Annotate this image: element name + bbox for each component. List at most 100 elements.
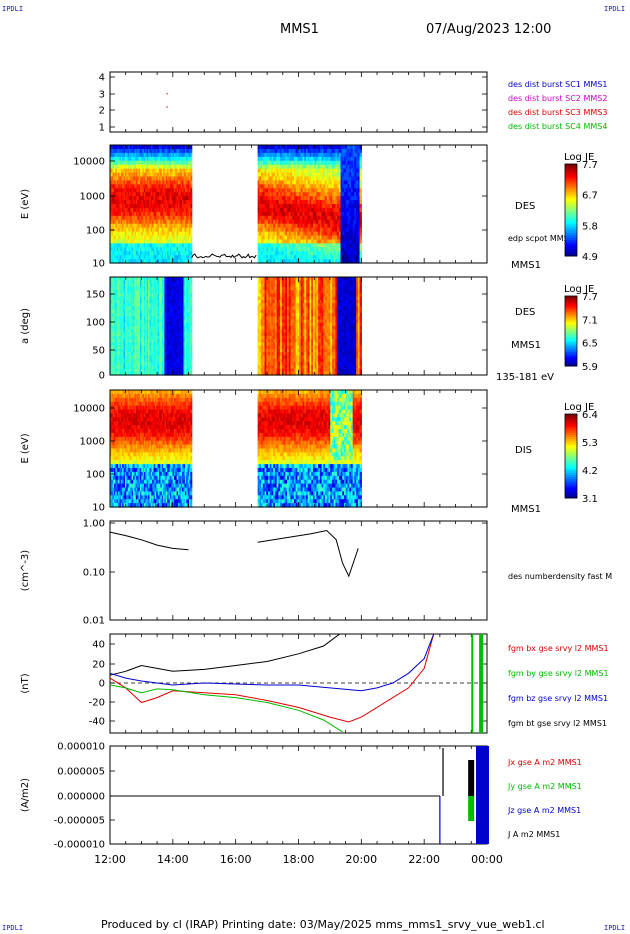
des-energy-cell bbox=[274, 180, 278, 185]
des-pitch-cell bbox=[127, 286, 130, 291]
des-energy-cell bbox=[297, 204, 300, 209]
des-pitch-cell bbox=[153, 361, 156, 366]
des-energy-cell bbox=[340, 211, 343, 217]
des-energy-cell bbox=[318, 188, 321, 193]
des-energy-colorbar-cell bbox=[565, 170, 577, 174]
des-energy-cell bbox=[161, 145, 164, 150]
des-energy-cell bbox=[183, 196, 186, 201]
des-energy-cell bbox=[319, 247, 323, 252]
des-pitch-cell bbox=[116, 371, 119, 376]
des-energy-cell bbox=[349, 223, 352, 229]
des-energy-cell bbox=[280, 239, 283, 244]
des-energy-cell bbox=[114, 176, 117, 181]
des-energy-cell bbox=[331, 184, 335, 189]
des-energy-cell bbox=[160, 145, 163, 150]
des-energy-cell bbox=[160, 239, 163, 244]
des-energy-cell bbox=[304, 152, 307, 158]
des-energy-cell bbox=[144, 207, 146, 213]
des-energy-cell bbox=[118, 231, 121, 237]
des-energy-cell bbox=[321, 148, 324, 154]
des-energy-cell bbox=[165, 156, 168, 162]
des-pitch-cell bbox=[127, 355, 130, 360]
des-pitch-cell bbox=[130, 326, 133, 330]
des-energy-cell bbox=[150, 223, 153, 229]
des-pitch-cell bbox=[130, 335, 133, 340]
des-energy-cell bbox=[126, 200, 129, 205]
des-energy-cell bbox=[176, 196, 179, 201]
des-pitch-cell bbox=[157, 286, 160, 291]
des-energy-cell bbox=[145, 164, 148, 170]
des-energy-cell bbox=[342, 164, 345, 170]
des-pitch-cell bbox=[115, 280, 118, 285]
des-energy-cell bbox=[338, 168, 342, 174]
des-pitch-cell bbox=[148, 371, 151, 376]
des-energy-cell bbox=[164, 156, 167, 162]
des-energy-cell bbox=[163, 168, 166, 174]
des-energy-cell bbox=[172, 227, 175, 233]
des-energy-cell bbox=[287, 227, 290, 233]
des-energy-cell bbox=[285, 207, 288, 213]
des-pitch-cell bbox=[122, 348, 125, 353]
des-energy-cell bbox=[292, 223, 295, 229]
des-energy-cell bbox=[261, 152, 264, 158]
des-energy-cell bbox=[187, 148, 190, 154]
des-pitch-cell bbox=[154, 329, 157, 334]
des-energy-cell bbox=[309, 164, 312, 170]
des-energy-cell bbox=[264, 180, 267, 185]
des-energy-cell bbox=[159, 168, 161, 174]
des-energy-cell bbox=[354, 207, 357, 213]
des-pitch-cell bbox=[133, 355, 136, 360]
des-pitch-cell bbox=[131, 293, 134, 298]
des-energy-cell bbox=[337, 152, 340, 158]
des-energy-cell bbox=[159, 200, 161, 205]
des-energy-cell bbox=[357, 211, 361, 217]
des-energy-cell bbox=[269, 152, 273, 158]
des-energy-cell bbox=[175, 219, 178, 225]
des-energy-cell bbox=[111, 255, 114, 260]
des-pitch-cell bbox=[137, 286, 140, 291]
des-pitch-cell bbox=[144, 322, 146, 327]
des-energy-cell bbox=[266, 207, 269, 213]
des-energy-cell bbox=[266, 152, 269, 158]
des-energy-cell bbox=[293, 231, 297, 237]
des-pitch-cell bbox=[112, 293, 115, 298]
des-energy-cell bbox=[331, 176, 335, 181]
des-pitch-cell bbox=[154, 309, 157, 314]
des-pitch-cell bbox=[134, 322, 137, 327]
des-energy-cell bbox=[295, 200, 299, 205]
des-energy-cell bbox=[273, 259, 276, 264]
des-energy-cell bbox=[127, 192, 130, 197]
des-energy-cell bbox=[179, 196, 182, 201]
des-energy-cell bbox=[271, 204, 274, 209]
des-energy-cell bbox=[335, 180, 338, 185]
des-pitch-cell bbox=[144, 365, 146, 370]
des-energy-cell bbox=[146, 239, 149, 244]
des-energy-cell bbox=[182, 207, 185, 213]
des-energy-cell bbox=[357, 207, 361, 213]
des-pitch-cell bbox=[161, 368, 164, 373]
des-energy-cell bbox=[114, 164, 117, 170]
des-energy-cell bbox=[144, 243, 146, 248]
des-energy-cell bbox=[112, 196, 115, 201]
des-energy-cell bbox=[350, 247, 354, 252]
des-energy-cell bbox=[188, 176, 191, 181]
des-energy-cell bbox=[159, 255, 161, 260]
des-energy-cell bbox=[318, 239, 321, 244]
des-pitch-cell bbox=[124, 309, 127, 314]
des-pitch-cell bbox=[146, 371, 149, 376]
des-energy-cell bbox=[349, 243, 352, 248]
des-energy-cell bbox=[288, 188, 292, 193]
des-energy-cell bbox=[302, 156, 305, 162]
des-energy-cell bbox=[292, 160, 295, 166]
des-energy-cell bbox=[168, 188, 171, 193]
des-energy-cell bbox=[293, 227, 297, 233]
des-energy-cell bbox=[337, 243, 340, 248]
des-energy-cell bbox=[172, 196, 175, 201]
des-energy-cell bbox=[269, 160, 273, 166]
des-pitch-cell bbox=[157, 339, 160, 343]
des-energy-cell bbox=[293, 239, 297, 244]
des-pitch-cell bbox=[111, 303, 114, 307]
des-energy-cell bbox=[319, 200, 323, 205]
des-energy-cell bbox=[304, 172, 307, 178]
des-energy-cell bbox=[164, 160, 167, 166]
